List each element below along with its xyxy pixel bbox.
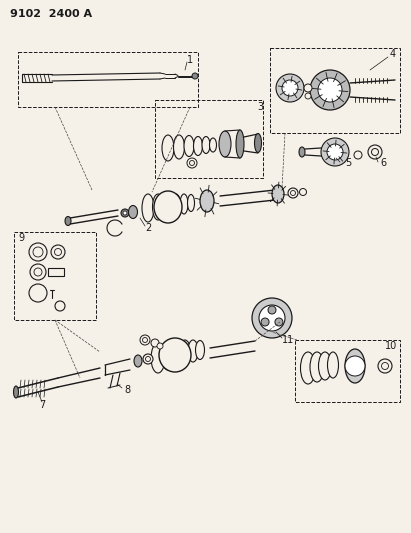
Ellipse shape: [202, 136, 210, 154]
Text: 4: 4: [390, 49, 396, 59]
Ellipse shape: [173, 135, 185, 159]
Text: 3: 3: [257, 102, 263, 112]
Ellipse shape: [196, 341, 205, 359]
Ellipse shape: [159, 338, 191, 372]
Circle shape: [55, 248, 62, 255]
Circle shape: [252, 298, 292, 338]
Circle shape: [261, 318, 269, 326]
Ellipse shape: [210, 138, 217, 152]
Circle shape: [305, 93, 311, 99]
Circle shape: [327, 144, 343, 160]
Circle shape: [157, 343, 163, 349]
Ellipse shape: [14, 386, 18, 398]
Bar: [18, 52, 198, 107]
Circle shape: [140, 335, 150, 345]
Ellipse shape: [184, 135, 194, 157]
Circle shape: [321, 138, 349, 166]
Circle shape: [354, 151, 362, 159]
Ellipse shape: [236, 130, 244, 158]
Ellipse shape: [162, 135, 174, 161]
Circle shape: [29, 243, 47, 261]
Ellipse shape: [152, 194, 164, 220]
Ellipse shape: [154, 191, 182, 223]
Bar: [295, 340, 400, 402]
Circle shape: [189, 160, 194, 166]
Text: 6: 6: [380, 158, 386, 168]
Ellipse shape: [171, 341, 183, 367]
Circle shape: [282, 80, 298, 96]
Ellipse shape: [162, 342, 175, 370]
Circle shape: [345, 356, 365, 376]
Circle shape: [304, 84, 312, 92]
Circle shape: [143, 354, 153, 364]
Ellipse shape: [200, 190, 214, 212]
Circle shape: [143, 337, 148, 343]
Circle shape: [378, 359, 392, 373]
Ellipse shape: [194, 136, 203, 156]
Bar: [14, 232, 96, 320]
Circle shape: [276, 74, 304, 102]
Ellipse shape: [151, 343, 165, 373]
Ellipse shape: [219, 131, 231, 157]
Text: 9: 9: [18, 233, 24, 243]
Ellipse shape: [142, 194, 154, 222]
Ellipse shape: [272, 185, 284, 203]
Circle shape: [51, 245, 65, 259]
Text: 7: 7: [39, 400, 45, 410]
Circle shape: [34, 268, 42, 276]
Text: 10: 10: [385, 341, 397, 351]
Circle shape: [291, 190, 296, 196]
Ellipse shape: [188, 340, 198, 362]
Text: 2: 2: [145, 223, 151, 233]
Text: 9102  2400 A: 9102 2400 A: [10, 9, 92, 19]
Ellipse shape: [310, 352, 324, 382]
Circle shape: [259, 305, 285, 331]
Circle shape: [187, 158, 197, 168]
Text: 8: 8: [124, 385, 130, 395]
Ellipse shape: [319, 352, 332, 380]
Ellipse shape: [180, 194, 188, 214]
Ellipse shape: [134, 355, 142, 367]
Circle shape: [145, 357, 150, 361]
Circle shape: [151, 339, 159, 347]
Circle shape: [29, 284, 47, 302]
Circle shape: [192, 73, 198, 79]
Circle shape: [123, 211, 127, 215]
Circle shape: [288, 188, 298, 198]
Circle shape: [268, 306, 276, 314]
Circle shape: [275, 318, 283, 326]
Text: 11: 11: [282, 335, 294, 345]
Circle shape: [121, 209, 129, 217]
Circle shape: [300, 189, 307, 196]
Ellipse shape: [129, 206, 138, 219]
Ellipse shape: [345, 349, 365, 383]
Ellipse shape: [171, 194, 180, 216]
Bar: [155, 100, 263, 178]
Ellipse shape: [300, 352, 316, 384]
Text: 5: 5: [345, 158, 351, 168]
Circle shape: [310, 70, 350, 110]
Ellipse shape: [187, 195, 194, 212]
Ellipse shape: [180, 340, 191, 364]
Ellipse shape: [299, 147, 305, 157]
Ellipse shape: [65, 216, 71, 225]
Text: 1: 1: [187, 55, 193, 65]
Circle shape: [33, 247, 43, 257]
Bar: [48, 268, 64, 276]
Circle shape: [55, 301, 65, 311]
Circle shape: [318, 78, 342, 102]
Ellipse shape: [162, 194, 172, 218]
Circle shape: [372, 149, 379, 156]
Circle shape: [368, 145, 382, 159]
Circle shape: [30, 264, 46, 280]
Bar: [270, 48, 400, 133]
Circle shape: [381, 362, 388, 369]
Ellipse shape: [254, 133, 261, 152]
Ellipse shape: [328, 352, 339, 378]
